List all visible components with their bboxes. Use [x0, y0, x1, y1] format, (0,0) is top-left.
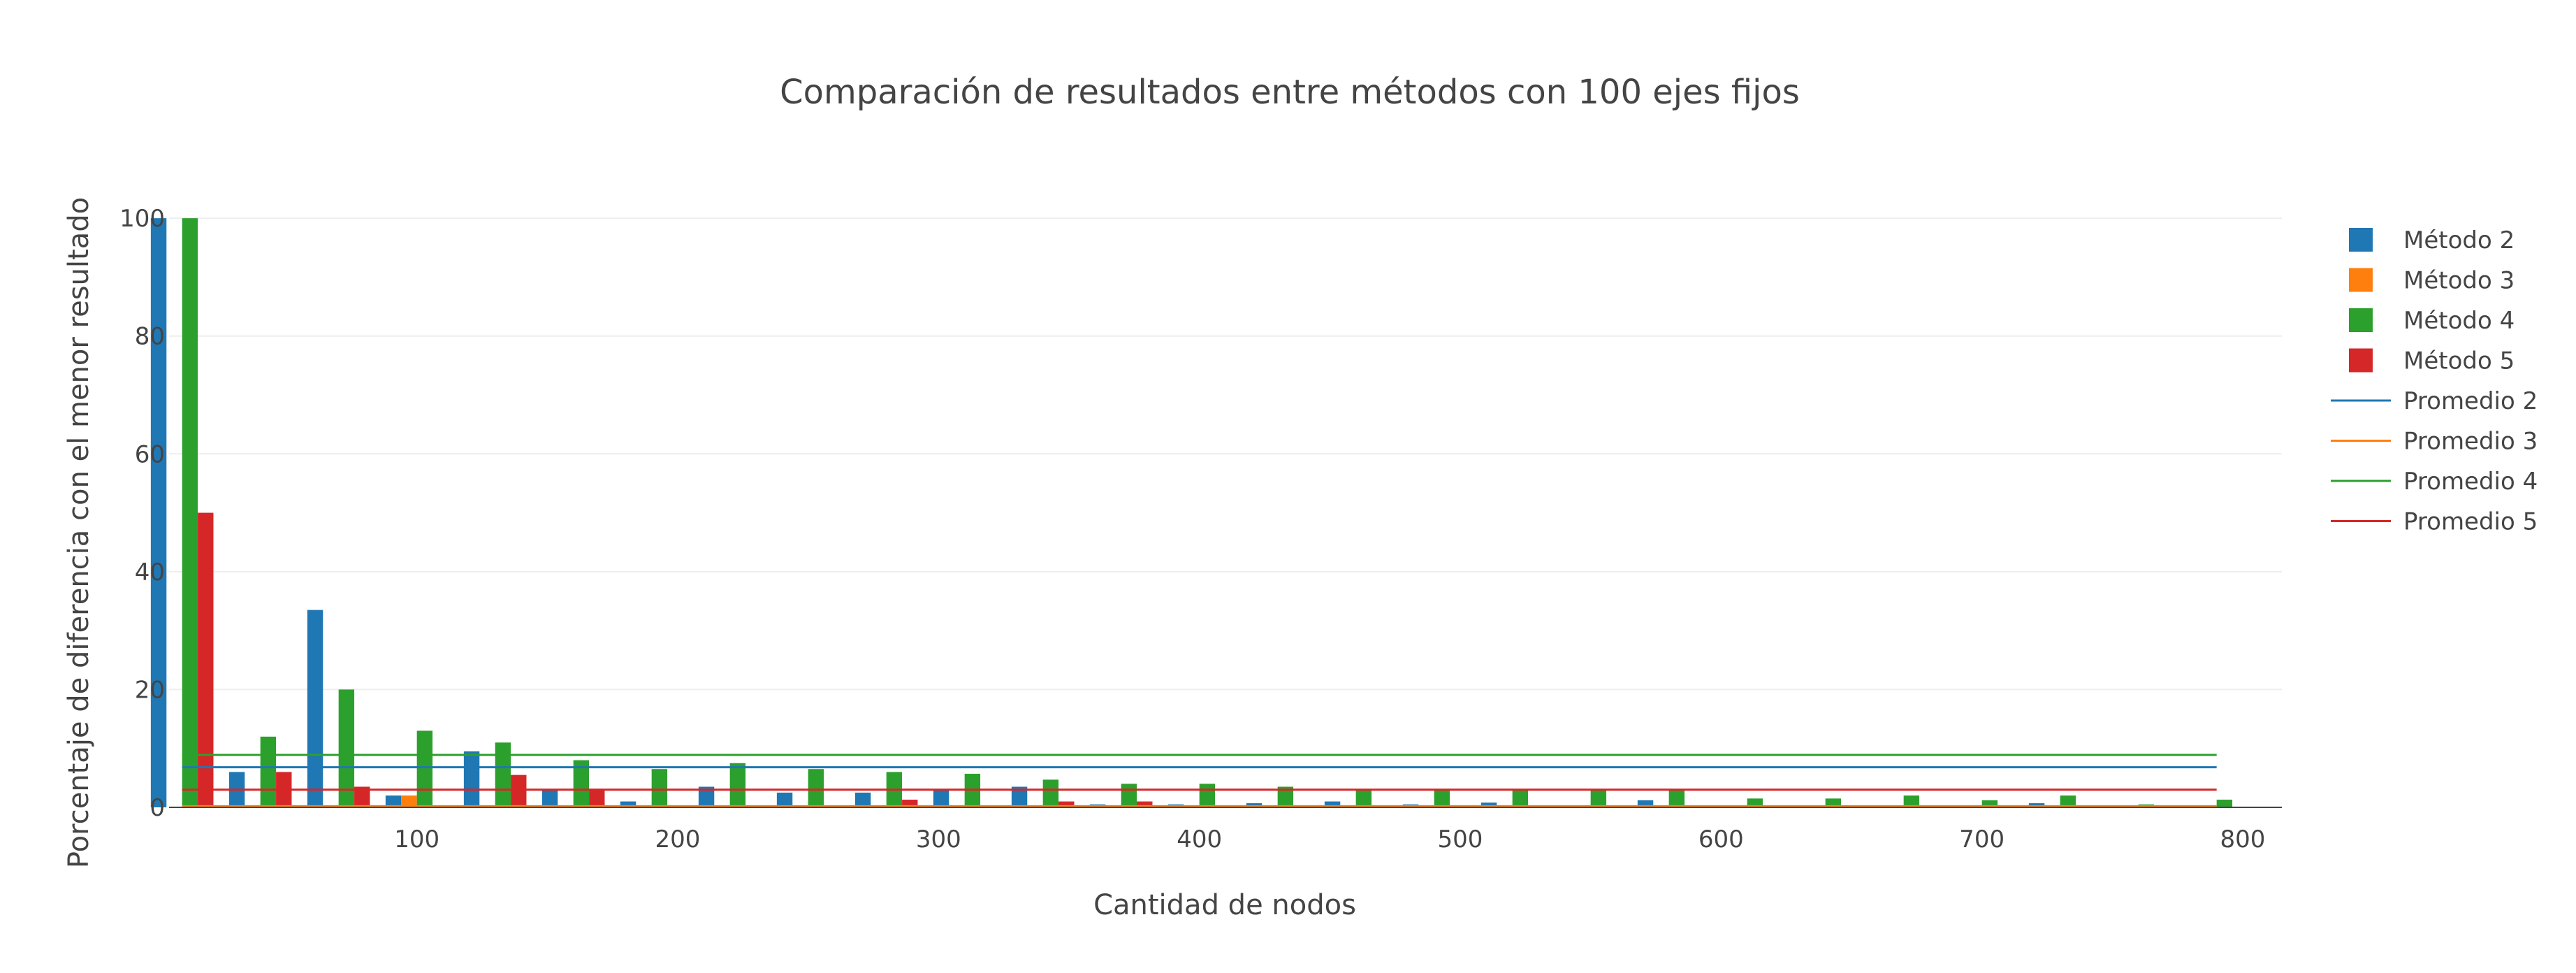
x-tick-labels: 100 200 300 400 500 600 700 800 — [394, 826, 2265, 853]
bar — [1355, 789, 1372, 807]
bar — [2060, 795, 2076, 807]
y-tick-labels: 0 20 40 60 80 100 — [119, 205, 165, 822]
bar — [495, 742, 511, 807]
bar — [1668, 789, 1685, 807]
bar — [933, 789, 949, 807]
bar — [1903, 795, 1920, 807]
x-tick-label: 300 — [916, 826, 961, 853]
bar — [150, 218, 167, 808]
bar — [1981, 800, 1998, 807]
legend-entry[interactable]: Método 4 — [2403, 307, 2515, 335]
average-lines — [182, 754, 2217, 807]
bar — [463, 751, 480, 807]
legend-swatch[interactable] — [2349, 308, 2373, 332]
bar — [1480, 802, 1497, 807]
x-tick-label: 700 — [1959, 826, 2004, 853]
x-tick-label: 500 — [1438, 826, 1483, 853]
bar — [651, 769, 668, 807]
bar — [1590, 789, 1607, 807]
legend-entry[interactable]: Método 5 — [2403, 347, 2515, 375]
bar — [1011, 786, 1028, 807]
bar — [1199, 784, 1216, 807]
bar — [1137, 801, 1153, 807]
legend-swatch[interactable] — [2349, 348, 2373, 373]
x-tick-label: 400 — [1177, 826, 1222, 853]
bar — [573, 760, 590, 807]
x-tick-label: 800 — [2220, 826, 2266, 853]
legend-entry[interactable]: Método 2 — [2403, 226, 2515, 254]
bar — [401, 795, 417, 807]
bar — [1121, 784, 1137, 807]
x-axis-title: Cantidad de nodos — [1093, 889, 1356, 921]
bar — [198, 512, 214, 807]
x-tick-label: 100 — [394, 826, 439, 853]
bar — [1434, 789, 1450, 807]
legend-entry[interactable]: Promedio 5 — [2403, 508, 2538, 536]
bar — [511, 774, 527, 807]
bar — [338, 689, 355, 807]
bar — [776, 792, 793, 807]
y-tick-label: 20 — [135, 676, 165, 704]
gridlines — [169, 217, 2282, 691]
bar — [902, 800, 918, 807]
bar — [1042, 779, 1059, 807]
bar — [1512, 789, 1529, 807]
bar — [620, 801, 636, 807]
y-tick-label: 80 — [135, 323, 165, 351]
bars — [150, 218, 2233, 808]
bar — [260, 736, 277, 807]
y-tick-label: 40 — [135, 558, 165, 586]
legend-entry[interactable]: Promedio 4 — [2403, 468, 2538, 496]
bar — [808, 769, 824, 807]
bar — [182, 218, 198, 808]
y-tick-label: 60 — [135, 440, 165, 468]
legend-swatch[interactable] — [2349, 268, 2373, 292]
bar — [729, 763, 746, 807]
bar — [541, 789, 558, 807]
bar — [1324, 801, 1341, 807]
legend-entry[interactable]: Método 3 — [2403, 267, 2515, 295]
legend[interactable]: Método 2 Método 3 Método 4 Método 5 Promedio… — [2331, 226, 2538, 536]
bar — [416, 730, 433, 807]
bar — [2216, 800, 2233, 807]
y-tick-label: 100 — [119, 205, 165, 233]
chart-title: Comparación de resultados entre métodos … — [780, 73, 1800, 112]
bar — [854, 792, 871, 807]
legend-entry[interactable]: Promedio 3 — [2403, 428, 2538, 456]
bar — [1277, 786, 1294, 807]
bar — [354, 786, 370, 807]
bar — [589, 789, 605, 807]
bar — [1058, 801, 1075, 807]
bar — [385, 795, 402, 807]
legend-entry[interactable]: Promedio 2 — [2403, 387, 2538, 415]
x-tick-label: 600 — [1698, 826, 1744, 853]
x-tick-label: 200 — [655, 826, 701, 853]
y-axis-title: Porcentaje de diferencia con el menor re… — [63, 197, 95, 868]
bar — [1637, 800, 1654, 807]
bar — [307, 610, 323, 807]
legend-swatch[interactable] — [2349, 228, 2373, 252]
bar — [698, 786, 715, 807]
y-tick-label: 0 — [150, 794, 165, 822]
